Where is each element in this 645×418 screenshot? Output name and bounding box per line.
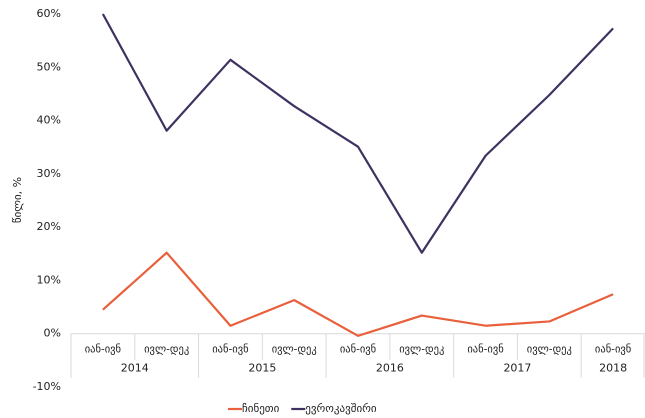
legend-label: ევროკავშირი xyxy=(305,402,377,415)
y-tick-label: -10% xyxy=(33,380,61,393)
x-group-label: 2016 xyxy=(376,362,404,375)
x-tick-label: ივლ-დეკ xyxy=(144,344,189,356)
series-line xyxy=(102,251,614,337)
x-tick-label: იან-ივნ xyxy=(595,344,631,356)
y-tick-label: 0% xyxy=(44,327,61,340)
series-line xyxy=(101,13,614,254)
x-tick-label: იან-ივნ xyxy=(340,344,376,356)
x-group-label: 2017 xyxy=(503,362,531,375)
y-tick-label: 10% xyxy=(37,273,61,286)
x-tick-label: იან-ივნ xyxy=(85,344,121,356)
x-tick-label: იან-ივნ xyxy=(212,344,248,356)
y-tick-label: 60% xyxy=(37,7,61,20)
x-group-label: 2014 xyxy=(121,362,149,375)
legend-label: ჩინეთი xyxy=(242,402,280,415)
y-tick-label: 40% xyxy=(37,114,61,127)
y-tick-label: 50% xyxy=(37,60,61,73)
x-group-label: 2018 xyxy=(599,362,627,375)
x-tick-label: ივლ-დეკ xyxy=(399,344,444,356)
x-tick-label: ივლ-დეკ xyxy=(272,344,317,356)
y-axis-label: წილი, % xyxy=(11,177,24,223)
y-tick-label: 20% xyxy=(37,220,61,233)
x-group-label: 2015 xyxy=(248,362,276,375)
x-tick-label: იან-ივნ xyxy=(467,344,503,356)
x-tick-label: ივლ-დეკ xyxy=(527,344,572,356)
y-tick-label: 30% xyxy=(37,167,61,180)
